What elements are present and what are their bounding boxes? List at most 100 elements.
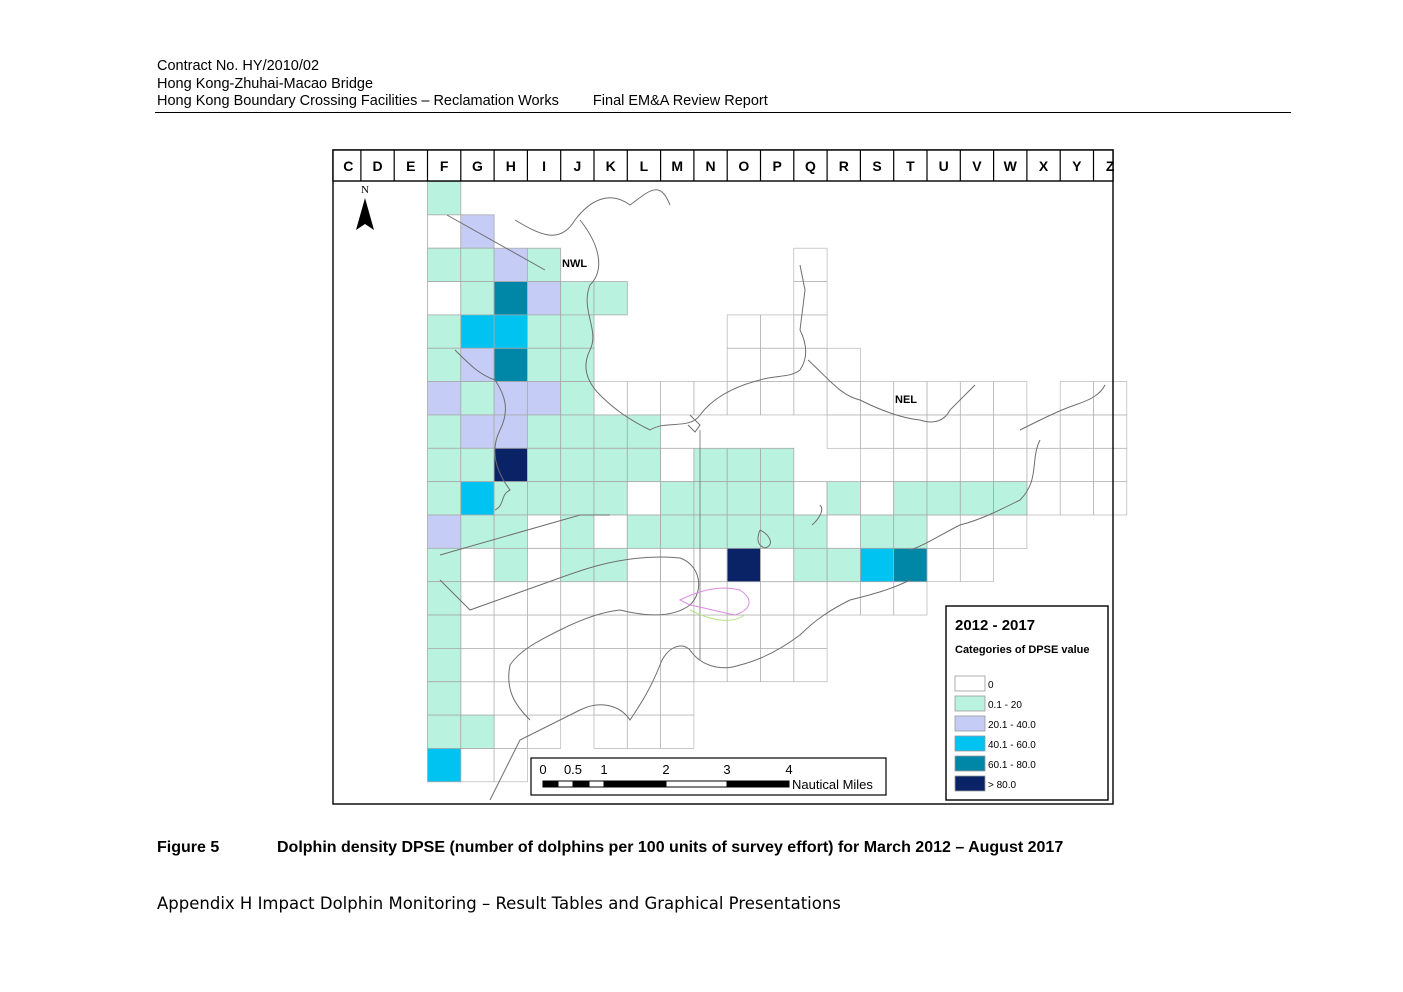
column-label-m: M xyxy=(671,158,683,174)
grid-cell-i-11 xyxy=(527,514,562,549)
nwl-label: NWL xyxy=(562,258,587,270)
column-label-z: Z xyxy=(1106,158,1115,174)
survey-cell-outline xyxy=(793,381,828,416)
grid-cell-f-17 xyxy=(427,714,462,749)
grid-cell-j-12 xyxy=(560,547,595,583)
grid-cell-n-12 xyxy=(693,547,728,583)
coastline xyxy=(439,189,1106,801)
works-line: Hong Kong Boundary Crossing Facilities –… xyxy=(157,93,768,111)
survey-cell-outline xyxy=(593,681,628,716)
legend-swatch xyxy=(954,775,986,792)
grid-cell-i-3 xyxy=(527,247,562,282)
survey-cell-outline xyxy=(660,381,695,416)
legend-swatch xyxy=(954,695,986,712)
survey-cell-outline xyxy=(626,614,661,649)
grid-cell-f-4 xyxy=(427,281,462,316)
survey-cell-outline xyxy=(493,648,528,683)
survey-cell-outline xyxy=(626,381,661,416)
north-label: N xyxy=(361,184,369,196)
grid-cell-r-11 xyxy=(826,514,861,549)
scale-segment xyxy=(588,780,605,788)
survey-cell-outline xyxy=(693,381,728,416)
legend-label: 0.1 - 20 xyxy=(988,700,1022,711)
grid-cell-n-9 xyxy=(693,447,728,483)
grid-cell-p-9 xyxy=(760,447,795,483)
grid-cell-t-11 xyxy=(893,514,928,549)
survey-cell-outline xyxy=(460,648,495,683)
column-label-x: X xyxy=(1039,158,1049,174)
column-label-j: J xyxy=(573,158,581,174)
column-label-v: V xyxy=(972,158,982,174)
survey-cell-outline xyxy=(560,614,595,649)
survey-cell-outline xyxy=(793,648,828,683)
grid-cell-j-10 xyxy=(560,481,595,516)
figure-title: Dolphin density DPSE (number of dolphins… xyxy=(277,839,1064,856)
grid-cell-i-10 xyxy=(527,481,562,516)
survey-cell-outline xyxy=(760,581,795,616)
survey-cell-outline xyxy=(860,447,895,482)
survey-cell-outline xyxy=(460,681,495,716)
survey-cell-outline xyxy=(593,648,628,683)
grid-cell-f-9 xyxy=(427,447,462,483)
grid-cell-s-10 xyxy=(860,481,895,516)
survey-cell-outline xyxy=(926,414,961,449)
scale-segment xyxy=(557,780,574,788)
survey-cell-outline xyxy=(860,381,895,416)
survey-cell-outline xyxy=(560,581,595,616)
grid-cells xyxy=(427,181,1128,783)
survey-cell-outline xyxy=(593,714,628,749)
survey-cell-outline xyxy=(959,381,994,416)
grid-cell-j-11 xyxy=(560,514,595,549)
scale-segment xyxy=(603,780,667,788)
grid-cell-u-10 xyxy=(926,481,961,516)
survey-cell-outline xyxy=(593,381,628,416)
legend-swatch xyxy=(954,735,986,752)
survey-cell-outline xyxy=(993,414,1028,449)
survey-cell-outline xyxy=(926,547,961,583)
survey-cell-outline xyxy=(726,648,761,683)
grid-cell-p-10 xyxy=(760,481,795,516)
survey-cell-outline xyxy=(626,714,661,749)
legend-title: 2012 - 2017 xyxy=(955,617,1035,634)
grid-cell-v-10 xyxy=(959,481,994,516)
scale-tick-label: 3 xyxy=(723,762,730,777)
grid-cell-t-12 xyxy=(893,547,928,583)
survey-cell-outline xyxy=(1026,447,1061,482)
survey-cell-outline xyxy=(959,547,994,583)
column-label-e: E xyxy=(406,158,415,174)
column-label-f: F xyxy=(440,158,449,174)
grid-cell-h-5 xyxy=(493,314,528,349)
grid-cell-n-10 xyxy=(693,481,728,516)
survey-cell-outline xyxy=(826,414,861,449)
survey-cell-outline xyxy=(1093,481,1128,516)
survey-cell-outline xyxy=(493,748,528,783)
grid-cell-f-18 xyxy=(427,748,462,783)
survey-cell-outline xyxy=(926,447,961,482)
grid-cell-j-5 xyxy=(560,314,595,349)
legend-label: 40.1 - 60.0 xyxy=(988,740,1036,751)
survey-cell-outline xyxy=(893,581,928,616)
survey-cell-outline xyxy=(793,347,828,382)
grid-cell-n-11 xyxy=(693,514,728,549)
survey-cell-outline xyxy=(760,648,795,683)
column-label-y: Y xyxy=(1072,158,1082,174)
survey-cell-outline xyxy=(760,314,795,349)
grid-cell-p-12 xyxy=(760,547,795,583)
scale-tick-label: 4 xyxy=(785,762,792,777)
grid-cell-g-8 xyxy=(460,414,495,449)
grid-cell-f-6 xyxy=(427,347,462,382)
column-header-row: C D E F G H I J K L M N O P Q R S T U V W X Y Z xyxy=(332,149,1115,182)
column-label-g: G xyxy=(472,158,483,174)
survey-cell-outline xyxy=(959,414,994,449)
survey-cell-outline xyxy=(726,314,761,349)
grid-cell-g-5 xyxy=(460,314,495,349)
grid-cell-h-6 xyxy=(493,347,528,382)
grid-cell-q-11 xyxy=(793,514,828,549)
grid-cell-h-12 xyxy=(493,547,528,583)
grid-cell-m-12 xyxy=(660,547,695,583)
grid-cell-g-6 xyxy=(460,347,495,382)
grid-cell-g-12 xyxy=(460,547,495,583)
header-divider xyxy=(155,112,1291,113)
scale-segment xyxy=(572,780,590,788)
survey-cell-outline xyxy=(1026,414,1061,449)
